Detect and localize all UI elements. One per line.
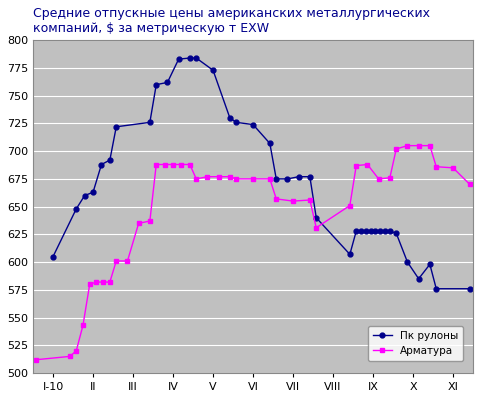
Пк рулоны	[382, 229, 388, 233]
Арматура	[162, 162, 168, 167]
Пк рулоны	[233, 120, 239, 125]
Пк рулоны	[50, 254, 56, 259]
Арматура	[376, 176, 382, 181]
Пк рулоны	[313, 215, 319, 220]
Line: Арматура: Арматура	[34, 143, 472, 362]
Арматура	[193, 176, 199, 181]
Пк рулоны	[176, 57, 181, 61]
Пк рулоны	[227, 116, 233, 120]
Арматура	[307, 198, 313, 202]
Арматура	[290, 199, 296, 203]
Пк рулоны	[267, 141, 273, 146]
Арматура	[113, 259, 119, 263]
Line: Пк рулоны: Пк рулоны	[50, 55, 472, 291]
Арматура	[170, 162, 176, 167]
Пк рулоны	[193, 55, 199, 60]
Пк рулоны	[147, 120, 153, 125]
Арматура	[34, 358, 39, 362]
Пк рулоны	[154, 82, 159, 87]
Арматура	[250, 176, 256, 181]
Арматура	[80, 323, 86, 328]
Арматура	[100, 280, 106, 284]
Арматура	[405, 143, 410, 148]
Арматура	[204, 174, 210, 179]
Арматура	[147, 219, 153, 223]
Арматура	[365, 162, 371, 167]
Арматура	[387, 176, 393, 180]
Пк рулоны	[210, 68, 216, 73]
Text: Средние отпускные цены американских металлургических
компаний, $ за метрическую : Средние отпускные цены американских мета…	[33, 7, 430, 35]
Арматура	[216, 174, 222, 179]
Пк рулоны	[372, 229, 378, 233]
Арматура	[313, 225, 319, 230]
Пк рулоны	[387, 229, 393, 233]
Пк рулоны	[353, 229, 359, 233]
Арматура	[73, 348, 79, 353]
Пк рулоны	[73, 206, 79, 211]
Арматура	[125, 259, 131, 263]
Арматура	[347, 203, 353, 208]
Арматура	[450, 166, 456, 170]
Арматура	[427, 143, 433, 148]
Пк рулоны	[165, 80, 170, 85]
Пк рулоны	[377, 229, 383, 233]
Пк рулоны	[416, 277, 421, 281]
Пк рулоны	[285, 176, 290, 181]
Арматура	[227, 174, 233, 179]
Legend: Пк рулоны, Арматура: Пк рулоны, Арматура	[368, 326, 464, 361]
Арматура	[94, 280, 99, 284]
Арматура	[416, 143, 421, 148]
Пк рулоны	[113, 124, 119, 129]
Арматура	[87, 282, 93, 287]
Арматура	[394, 146, 399, 151]
Арматура	[274, 196, 279, 201]
Пк рулоны	[433, 286, 439, 291]
Пк рулоны	[347, 252, 353, 257]
Пк рулоны	[187, 55, 193, 60]
Арматура	[353, 163, 359, 168]
Арматура	[179, 162, 184, 167]
Арматура	[67, 354, 73, 359]
Арматура	[154, 162, 159, 167]
Арматура	[136, 221, 142, 226]
Арматура	[233, 176, 239, 181]
Арматура	[107, 280, 113, 284]
Пк рулоны	[307, 174, 313, 179]
Арматура	[433, 164, 439, 169]
Арматура	[267, 176, 273, 181]
Пк рулоны	[394, 231, 399, 236]
Пк рулоны	[358, 229, 364, 233]
Пк рулоны	[250, 122, 256, 127]
Пк рулоны	[368, 229, 373, 233]
Арматура	[467, 182, 473, 187]
Арматура	[187, 162, 193, 167]
Пк рулоны	[274, 176, 279, 181]
Пк рулоны	[107, 158, 113, 162]
Пк рулоны	[90, 190, 96, 195]
Пк рулоны	[82, 193, 87, 198]
Пк рулоны	[98, 162, 104, 167]
Пк рулоны	[467, 286, 473, 291]
Пк рулоны	[427, 262, 433, 267]
Пк рулоны	[296, 174, 301, 179]
Пк рулоны	[405, 260, 410, 265]
Пк рулоны	[363, 229, 369, 233]
